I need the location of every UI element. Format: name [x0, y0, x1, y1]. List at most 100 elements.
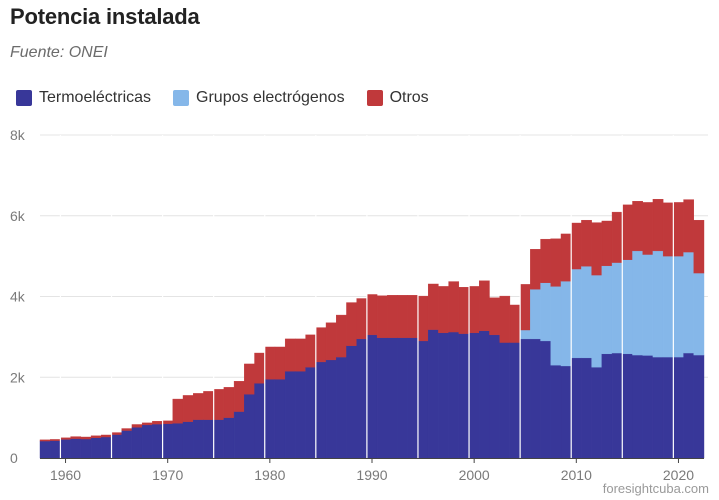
bar-segment[interactable]	[233, 381, 245, 412]
bar-segment[interactable]	[479, 330, 490, 459]
bar-segment[interactable]	[356, 298, 368, 340]
bar-segment[interactable]	[366, 334, 378, 459]
bar-segment[interactable]	[509, 342, 521, 459]
bar-segment[interactable]	[376, 337, 388, 459]
bar-segment[interactable]	[305, 366, 317, 459]
bar-segment[interactable]	[80, 436, 92, 440]
bar-segment[interactable]	[121, 430, 133, 459]
bar-segment[interactable]	[427, 329, 439, 459]
bar-segment[interactable]	[591, 366, 603, 459]
bar-segment[interactable]	[60, 437, 71, 440]
bar-segment[interactable]	[295, 338, 306, 372]
bar-segment[interactable]	[356, 338, 368, 459]
bar-segment[interactable]	[90, 437, 102, 459]
bar-segment[interactable]	[325, 359, 337, 459]
bar-segment[interactable]	[479, 280, 490, 332]
bar-segment[interactable]	[683, 199, 694, 253]
bar-segment[interactable]	[693, 219, 705, 274]
bar-segment[interactable]	[284, 338, 296, 372]
bar-segment[interactable]	[611, 211, 623, 263]
bar-segment[interactable]	[632, 354, 643, 459]
bar-segment[interactable]	[90, 435, 102, 439]
bar-segment[interactable]	[315, 361, 327, 459]
bar-segment[interactable]	[673, 356, 684, 459]
bar-segment[interactable]	[560, 233, 572, 282]
bar-segment[interactable]	[489, 297, 500, 336]
bar-segment[interactable]	[141, 422, 153, 426]
bar-segment[interactable]	[397, 337, 408, 459]
bar-segment[interactable]	[642, 355, 654, 459]
bar-segment[interactable]	[591, 222, 603, 276]
bar-segment[interactable]	[693, 354, 705, 459]
bar-segment[interactable]	[530, 338, 541, 459]
bar-segment[interactable]	[622, 353, 633, 459]
bar-segment[interactable]	[611, 352, 623, 459]
bar-segment[interactable]	[417, 295, 429, 342]
bar-segment[interactable]	[652, 250, 664, 358]
legend-item-termoelectricas[interactable]: Termoeléctricas	[16, 89, 151, 107]
bar-segment[interactable]	[622, 204, 633, 260]
bar-segment[interactable]	[295, 370, 306, 459]
bar-segment[interactable]	[244, 394, 255, 459]
bar-segment[interactable]	[540, 282, 551, 342]
bar-segment[interactable]	[387, 295, 398, 338]
bar-segment[interactable]	[601, 353, 613, 459]
bar-segment[interactable]	[264, 379, 276, 459]
bar-segment[interactable]	[274, 346, 286, 380]
bar-segment[interactable]	[203, 419, 214, 459]
bar-segment[interactable]	[39, 439, 51, 442]
bar-segment[interactable]	[336, 314, 347, 358]
bar-segment[interactable]	[560, 280, 572, 367]
bar-segment[interactable]	[305, 334, 317, 368]
bar-segment[interactable]	[499, 342, 511, 459]
bar-segment[interactable]	[417, 340, 429, 459]
bar-segment[interactable]	[213, 389, 225, 420]
bar-segment[interactable]	[274, 379, 286, 459]
bar-segment[interactable]	[458, 333, 470, 459]
bar-segment[interactable]	[652, 198, 664, 252]
bar-segment[interactable]	[683, 251, 694, 354]
bar-segment[interactable]	[346, 345, 357, 459]
bar-segment[interactable]	[101, 436, 112, 459]
bar-segment[interactable]	[172, 398, 184, 424]
bar-segment[interactable]	[448, 281, 460, 333]
bar-segment[interactable]	[652, 356, 664, 459]
bar-segment[interactable]	[448, 331, 460, 459]
bar-segment[interactable]	[571, 357, 582, 459]
bar-segment[interactable]	[601, 220, 613, 267]
bar-segment[interactable]	[152, 421, 163, 425]
bar-segment[interactable]	[376, 295, 388, 338]
legend-item-grupos-electrogenos[interactable]: Grupos electrógenos	[173, 89, 345, 107]
bar-segment[interactable]	[131, 424, 143, 428]
bar-segment[interactable]	[111, 434, 122, 459]
bar-segment[interactable]	[591, 274, 603, 368]
bar-segment[interactable]	[530, 289, 541, 340]
bar-segment[interactable]	[540, 238, 551, 283]
bar-segment[interactable]	[662, 202, 674, 257]
bar-segment[interactable]	[581, 266, 592, 359]
bar-segment[interactable]	[468, 286, 480, 334]
bar-segment[interactable]	[264, 346, 276, 380]
bar-segment[interactable]	[427, 283, 439, 330]
bar-segment[interactable]	[366, 294, 378, 336]
bar-segment[interactable]	[162, 420, 173, 424]
bar-segment[interactable]	[673, 255, 684, 358]
bar-segment[interactable]	[131, 427, 143, 459]
bar-segment[interactable]	[438, 332, 449, 459]
bar-segment[interactable]	[407, 337, 419, 459]
bar-segment[interactable]	[622, 259, 633, 355]
bar-segment[interactable]	[407, 295, 419, 338]
bar-segment[interactable]	[387, 337, 398, 459]
bar-segment[interactable]	[336, 356, 347, 459]
bar-segment[interactable]	[662, 255, 674, 358]
bar-segment[interactable]	[223, 387, 235, 418]
bar-segment[interactable]	[101, 434, 112, 438]
bar-segment[interactable]	[611, 262, 623, 354]
bar-segment[interactable]	[80, 438, 92, 459]
bar-segment[interactable]	[550, 238, 562, 287]
bar-segment[interactable]	[50, 440, 61, 459]
bar-segment[interactable]	[550, 286, 562, 366]
bar-segment[interactable]	[519, 338, 531, 459]
bar-segment[interactable]	[213, 419, 225, 459]
bar-segment[interactable]	[70, 438, 82, 459]
